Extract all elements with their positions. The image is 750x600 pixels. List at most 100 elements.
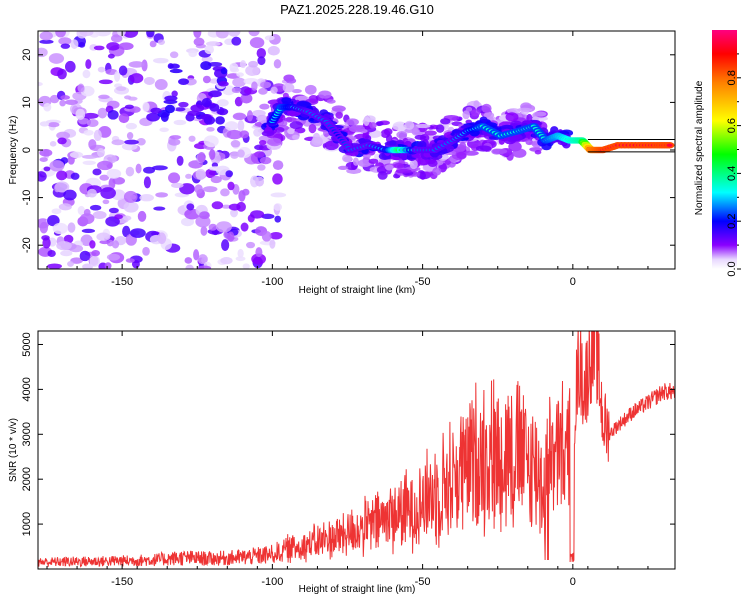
heatmap-cell [202, 186, 218, 193]
y-tick-label: 0 [21, 147, 33, 153]
heatmap-cell [105, 68, 118, 75]
heatmap-cell [77, 83, 85, 93]
snr-ticks: -150 -100 -50 0 1000 2000 3000 4000 5000 [21, 331, 675, 588]
heatmap-cell [465, 106, 473, 112]
heatmap-cell [287, 128, 295, 135]
heatmap-cell [248, 31, 260, 37]
heatmap-cell [220, 67, 228, 75]
heatmap-cell [226, 129, 243, 140]
heatmap-cell [432, 167, 442, 176]
heatmap-cell [47, 122, 60, 128]
heatmap-cell [199, 211, 210, 220]
heatmap-cell [47, 250, 56, 257]
heatmap-cell [292, 134, 300, 140]
heatmap-cell [97, 160, 113, 171]
heatmap-cell [230, 208, 238, 218]
x-tick-label: -50 [415, 576, 431, 588]
x-tick-label: -150 [111, 276, 133, 288]
heatmap-cell [270, 86, 278, 94]
heatmap-cell [210, 175, 222, 184]
heatmap-cell [525, 139, 534, 146]
heatmap-cell [39, 221, 49, 234]
heatmap-cell [83, 129, 94, 136]
heatmap-cell [143, 166, 156, 174]
heatmap-cell [141, 59, 148, 72]
heatmap-cell [124, 95, 132, 100]
heatmap-cell [77, 205, 86, 216]
heatmap-cell [39, 31, 53, 41]
heatmap-cell [512, 148, 527, 158]
heatmap-cell [82, 112, 99, 119]
heatmap-cell [85, 59, 92, 70]
heatmap-cell [39, 157, 48, 163]
heatmap-cell [462, 110, 470, 120]
heatmap-cell [57, 137, 67, 145]
heatmap-cell [186, 203, 195, 211]
heatmap-cell [483, 111, 495, 119]
y-tick-label: 5000 [21, 332, 33, 356]
heatmap-cell [135, 163, 142, 174]
heatmap-cell [106, 168, 122, 179]
heatmap-cell [414, 134, 427, 140]
heatmap-cell [124, 104, 134, 109]
heatmap-cell [78, 41, 86, 48]
heatmap-cell [218, 81, 229, 87]
heatmap-cell [39, 39, 54, 44]
heatmap-cell [69, 151, 84, 159]
heatmap-cell [168, 172, 181, 184]
heatmap-y-axis-label: Frequency (Hz) [8, 116, 19, 185]
heatmap-cell [164, 95, 178, 102]
heatmap-cell [254, 151, 265, 158]
heatmap-cell [118, 65, 128, 76]
heatmap-cell [427, 159, 438, 168]
heatmap-cell [123, 201, 139, 213]
heatmap-cell [96, 148, 105, 158]
heatmap-cell [108, 207, 119, 214]
heatmap-cell [435, 124, 445, 133]
heatmap-cell [81, 228, 96, 234]
heatmap-cell [500, 124, 514, 131]
heatmap-cell [190, 104, 205, 113]
heatmap-cell [326, 99, 336, 104]
heatmap-cell [236, 72, 244, 77]
heatmap-cell [56, 131, 71, 140]
heatmap-cell [184, 257, 193, 264]
heatmap-cell [534, 149, 542, 155]
heatmap-cell [227, 231, 235, 242]
heatmap-cell [377, 171, 388, 180]
heatmap-cell [110, 34, 123, 43]
heatmap-cell [150, 107, 162, 114]
heatmap-cell [246, 110, 254, 122]
heatmap-cell [318, 90, 332, 99]
colorbar-label: Normalized spectral amplitude [694, 80, 705, 215]
heatmap-cell [118, 113, 130, 124]
heatmap-cell [125, 122, 137, 130]
heatmap-cell [125, 166, 135, 177]
heatmap-cell [211, 162, 219, 168]
heatmap-cell [143, 77, 155, 85]
heatmap-cell [209, 103, 220, 112]
x-tick-label: -100 [261, 576, 283, 588]
heatmap-cell [269, 239, 276, 249]
heatmap-cell [197, 265, 212, 269]
heatmap-cell [57, 68, 67, 80]
heatmap-cell [93, 45, 105, 51]
heatmap-cell [231, 36, 242, 46]
heatmap-cell [249, 37, 265, 49]
heatmap-cell [533, 111, 547, 117]
heatmap-cell [201, 55, 213, 63]
heatmap-cell [256, 48, 267, 59]
heatmap-cell [264, 35, 275, 41]
heatmap-cell [154, 78, 168, 91]
heatmap-cell [164, 104, 175, 114]
heatmap-cell [89, 204, 102, 211]
heatmap-cell [419, 171, 426, 180]
heatmap-cell [389, 140, 397, 147]
heatmap-cell [185, 173, 192, 179]
heatmap-cell [89, 255, 101, 267]
heatmap-cell [200, 226, 208, 236]
heatmap-cell [272, 160, 284, 171]
heatmap-cell [237, 119, 245, 132]
heatmap-cell [129, 73, 144, 84]
heatmap-cell [251, 81, 258, 91]
